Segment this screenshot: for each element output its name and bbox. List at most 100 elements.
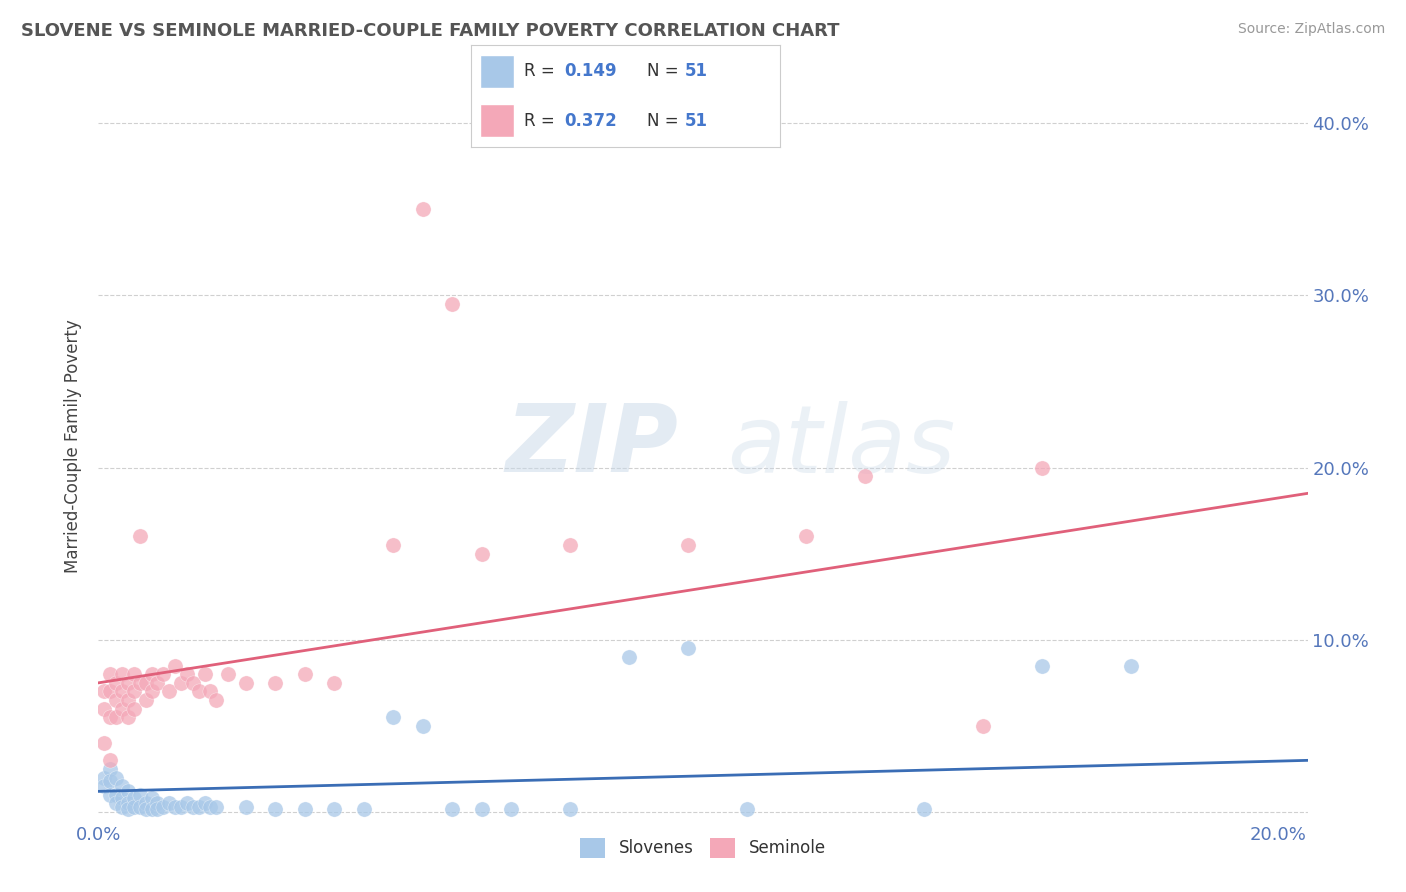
Point xyxy=(98,788,121,802)
Point xyxy=(200,800,222,814)
Point xyxy=(141,801,163,815)
Point xyxy=(294,801,316,815)
Point xyxy=(93,684,115,698)
Text: Source: ZipAtlas.com: Source: ZipAtlas.com xyxy=(1237,22,1385,37)
Point xyxy=(560,801,582,815)
Point xyxy=(105,676,128,690)
Text: SLOVENE VS SEMINOLE MARRIED-COUPLE FAMILY POVERTY CORRELATION CHART: SLOVENE VS SEMINOLE MARRIED-COUPLE FAMIL… xyxy=(21,22,839,40)
Point xyxy=(111,667,134,681)
Point xyxy=(128,529,150,543)
Point xyxy=(471,547,494,561)
Point xyxy=(141,791,163,805)
Point xyxy=(794,529,817,543)
Point xyxy=(122,684,145,698)
Point xyxy=(98,667,121,681)
Point xyxy=(235,800,257,814)
Point xyxy=(200,684,222,698)
Point xyxy=(146,801,169,815)
Point xyxy=(105,771,128,785)
Point xyxy=(93,771,115,785)
Point xyxy=(165,658,187,673)
Point xyxy=(235,676,257,690)
Text: ZIP: ZIP xyxy=(506,400,679,492)
Point xyxy=(146,676,169,690)
Point xyxy=(141,667,163,681)
Point xyxy=(187,800,209,814)
FancyBboxPatch shape xyxy=(481,104,515,137)
Point xyxy=(128,676,150,690)
Point xyxy=(157,797,180,811)
Text: R =: R = xyxy=(523,112,554,129)
Text: 51: 51 xyxy=(685,112,707,129)
Point xyxy=(128,800,150,814)
Point xyxy=(678,641,700,656)
Point xyxy=(105,693,128,707)
Point xyxy=(128,788,150,802)
Text: N =: N = xyxy=(647,112,679,129)
Point xyxy=(1031,658,1053,673)
Point xyxy=(501,801,523,815)
Point xyxy=(194,667,217,681)
Point xyxy=(1119,658,1142,673)
Point xyxy=(157,684,180,698)
Point xyxy=(117,676,139,690)
Point xyxy=(912,801,935,815)
Point xyxy=(323,801,346,815)
Point xyxy=(122,701,145,715)
Point xyxy=(165,800,187,814)
Point xyxy=(471,801,494,815)
Point xyxy=(98,710,121,724)
Point xyxy=(98,762,121,776)
Point xyxy=(111,779,134,793)
Legend: Slovenes, Seminole: Slovenes, Seminole xyxy=(574,831,832,864)
Text: 0.372: 0.372 xyxy=(564,112,617,129)
Point xyxy=(181,800,204,814)
Point xyxy=(117,801,139,815)
Point xyxy=(117,797,139,811)
Point xyxy=(735,801,758,815)
Point xyxy=(264,676,287,690)
Point xyxy=(176,797,198,811)
Point xyxy=(441,801,464,815)
Text: 0.149: 0.149 xyxy=(564,62,616,80)
Point xyxy=(1031,460,1053,475)
Point xyxy=(560,538,582,552)
Point xyxy=(93,701,115,715)
Point xyxy=(382,710,405,724)
Point xyxy=(205,693,228,707)
Point xyxy=(105,788,128,802)
Point xyxy=(146,797,169,811)
Text: 51: 51 xyxy=(685,62,707,80)
Point xyxy=(98,774,121,789)
Point xyxy=(678,538,700,552)
Point xyxy=(93,779,115,793)
Point xyxy=(111,684,134,698)
Point xyxy=(93,736,115,750)
Point xyxy=(412,202,434,216)
Point xyxy=(412,719,434,733)
Point xyxy=(105,797,128,811)
Point xyxy=(98,684,121,698)
Point xyxy=(122,791,145,805)
Text: atlas: atlas xyxy=(727,401,956,491)
Point xyxy=(176,667,198,681)
Point xyxy=(170,800,193,814)
Point xyxy=(105,710,128,724)
Point xyxy=(98,753,121,767)
Point xyxy=(264,801,287,815)
Point xyxy=(111,800,134,814)
Point xyxy=(619,650,641,665)
Point xyxy=(205,800,228,814)
Point xyxy=(217,667,239,681)
Point xyxy=(294,667,316,681)
Point xyxy=(117,693,139,707)
FancyBboxPatch shape xyxy=(481,55,515,87)
Point xyxy=(135,797,157,811)
Point xyxy=(117,784,139,798)
Point xyxy=(382,538,405,552)
Point xyxy=(170,676,193,690)
Text: R =: R = xyxy=(523,62,554,80)
Point xyxy=(122,800,145,814)
Point xyxy=(122,667,145,681)
Point xyxy=(353,801,375,815)
